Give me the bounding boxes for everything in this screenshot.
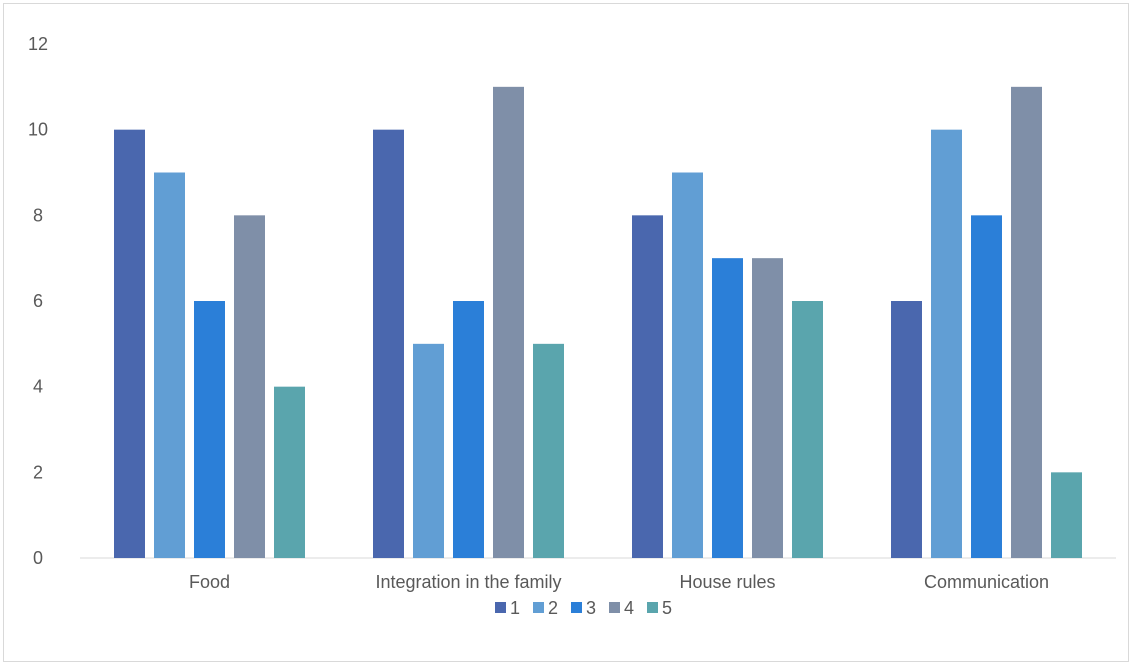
legend-label-3: 3 xyxy=(586,598,596,618)
legend-label-4: 4 xyxy=(624,598,634,618)
y-tick-label: 2 xyxy=(33,462,43,482)
bar-series-5-integration-in-the-family xyxy=(533,343,564,558)
legend-swatch-3 xyxy=(571,602,582,613)
y-tick-label: 10 xyxy=(28,120,48,140)
bar-series-4-integration-in-the-family xyxy=(493,86,524,558)
bar-series-4-food xyxy=(234,215,265,559)
legend-label-2: 2 xyxy=(548,598,558,618)
bar-series-4-communication xyxy=(1011,86,1042,558)
x-category-label: Communication xyxy=(924,572,1049,592)
bar-series-5-house-rules xyxy=(792,301,823,558)
legend-swatch-5 xyxy=(647,602,658,613)
bar-series-2-integration-in-the-family xyxy=(413,343,444,558)
bar-series-1-integration-in-the-family xyxy=(373,129,404,558)
legend-label-1: 1 xyxy=(510,598,520,618)
y-tick-label: 6 xyxy=(33,291,43,311)
bar-series-1-food xyxy=(114,129,145,558)
y-tick-label: 8 xyxy=(33,205,43,225)
x-category-label: Food xyxy=(189,572,230,592)
bar-series-3-integration-in-the-family xyxy=(453,301,484,558)
bar-series-4-house-rules xyxy=(752,258,783,558)
y-tick-label: 4 xyxy=(33,377,43,397)
legend-swatch-4 xyxy=(609,602,620,613)
bar-series-3-house-rules xyxy=(712,258,743,558)
x-category-label: House rules xyxy=(679,572,775,592)
bar-series-1-house-rules xyxy=(632,215,663,559)
bar-series-1-communication xyxy=(891,301,922,558)
y-tick-label: 12 xyxy=(28,34,48,54)
bar-series-5-communication xyxy=(1051,472,1082,558)
bar-series-2-house-rules xyxy=(672,172,703,558)
legend-swatch-2 xyxy=(533,602,544,613)
x-category-label: Integration in the family xyxy=(375,572,561,592)
bar-series-3-communication xyxy=(971,215,1002,559)
bar-series-3-food xyxy=(194,301,225,558)
legend-label-5: 5 xyxy=(662,598,672,618)
y-tick-label: 0 xyxy=(33,548,43,568)
bar-series-2-communication xyxy=(931,129,962,558)
chart-area: 0 2 4 6 8 10 12 Food Integration in the family Ho… xyxy=(3,3,1129,662)
bar-series-5-food xyxy=(274,386,305,558)
bar-series-2-food xyxy=(154,172,185,558)
legend-swatch-1 xyxy=(495,602,506,613)
